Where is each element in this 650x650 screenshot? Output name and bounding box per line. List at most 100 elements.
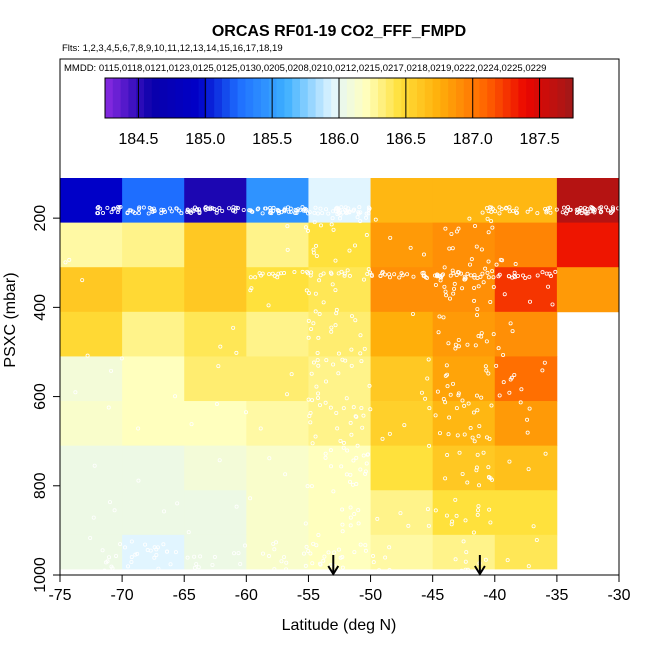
track-point	[474, 465, 479, 470]
track-point	[296, 207, 301, 212]
x-tick-label: -35	[545, 587, 568, 604]
track-point	[347, 248, 352, 253]
colorbar-segment	[409, 78, 418, 118]
track-point	[472, 439, 477, 444]
track-point	[456, 338, 461, 343]
colorbar-segment	[198, 78, 207, 118]
track-point	[96, 211, 101, 216]
dates-line: MMDD: 0115,0118,0121,0123,0125,0125,0130…	[64, 63, 546, 74]
track-point	[457, 450, 462, 455]
colorbar-tick-label: 187.5	[520, 131, 560, 148]
heatmap-cell	[494, 311, 558, 357]
heatmap-cell	[494, 534, 558, 570]
track-point	[301, 570, 306, 575]
track-point	[316, 335, 321, 340]
track-point	[73, 390, 78, 395]
track-point	[161, 542, 166, 547]
track-point	[514, 206, 519, 211]
track-point	[123, 569, 128, 574]
track-point	[361, 413, 366, 418]
track-point	[105, 559, 110, 564]
track-point	[275, 275, 280, 280]
track-point	[369, 273, 374, 278]
colorbar-segment	[417, 78, 426, 118]
heatmap-cell	[246, 267, 309, 313]
track-point	[118, 205, 123, 210]
track-point	[474, 393, 479, 398]
track-point	[364, 211, 369, 216]
heatmap-cell	[494, 222, 558, 268]
track-point	[487, 475, 492, 480]
track-point	[467, 262, 472, 267]
track-point	[452, 286, 457, 291]
track-point	[187, 209, 192, 214]
track-point	[314, 253, 319, 258]
track-point	[351, 405, 356, 410]
track-point	[328, 270, 333, 275]
colorbar-segment	[463, 78, 473, 118]
track-point	[553, 269, 558, 274]
track-point	[453, 557, 458, 562]
track-point	[231, 325, 236, 330]
track-point	[470, 435, 475, 440]
track-point	[487, 507, 492, 512]
colorbar-segment	[237, 78, 246, 118]
track-point	[312, 210, 317, 215]
track-point	[318, 273, 323, 278]
track-point	[306, 291, 311, 296]
track-point	[338, 212, 343, 217]
track-point	[357, 205, 362, 210]
track-point	[354, 482, 359, 487]
track-point	[339, 269, 344, 274]
track-point	[547, 205, 552, 210]
track-point	[313, 434, 318, 439]
track-point	[154, 552, 159, 557]
track-point	[494, 363, 499, 368]
track-point	[472, 298, 477, 303]
track-point	[472, 285, 477, 290]
track-point	[353, 318, 358, 323]
track-point	[238, 561, 243, 566]
track-point	[119, 570, 124, 575]
track-point	[502, 292, 507, 297]
track-point	[92, 463, 97, 468]
track-point	[217, 206, 222, 211]
track-point	[156, 566, 161, 571]
track-point	[309, 484, 314, 489]
track-point	[317, 403, 322, 408]
track-point	[304, 544, 309, 549]
track-point	[496, 274, 501, 279]
track-point	[505, 558, 510, 563]
heatmap-cell	[60, 490, 123, 536]
track-point	[340, 507, 345, 512]
track-point	[152, 209, 157, 214]
track-point	[256, 206, 261, 211]
track-point	[472, 273, 477, 278]
track-point	[610, 205, 615, 210]
latitude-arrows	[327, 555, 486, 576]
track-point	[286, 209, 291, 214]
track-point	[244, 410, 249, 415]
track-point	[491, 284, 496, 289]
track-point	[317, 312, 322, 317]
track-point	[279, 559, 284, 564]
track-point	[599, 205, 604, 210]
track-point	[349, 314, 354, 319]
track-point	[521, 273, 526, 278]
track-point	[276, 271, 281, 276]
track-point	[488, 299, 493, 304]
heatmap-cell	[308, 222, 371, 268]
colorbar-tick-label: 184.5	[118, 131, 158, 148]
heatmap-cell	[184, 401, 247, 447]
y-tick-label: 800	[32, 472, 49, 499]
track-point	[507, 459, 512, 464]
track-point	[599, 209, 604, 214]
track-point	[317, 278, 322, 283]
track-point	[383, 272, 388, 277]
x-tick-label: -45	[421, 587, 444, 604]
track-point	[267, 272, 272, 277]
track-point	[362, 277, 367, 282]
track-point	[306, 335, 311, 340]
track-point	[279, 210, 284, 215]
down-arrow-icon	[327, 565, 340, 576]
